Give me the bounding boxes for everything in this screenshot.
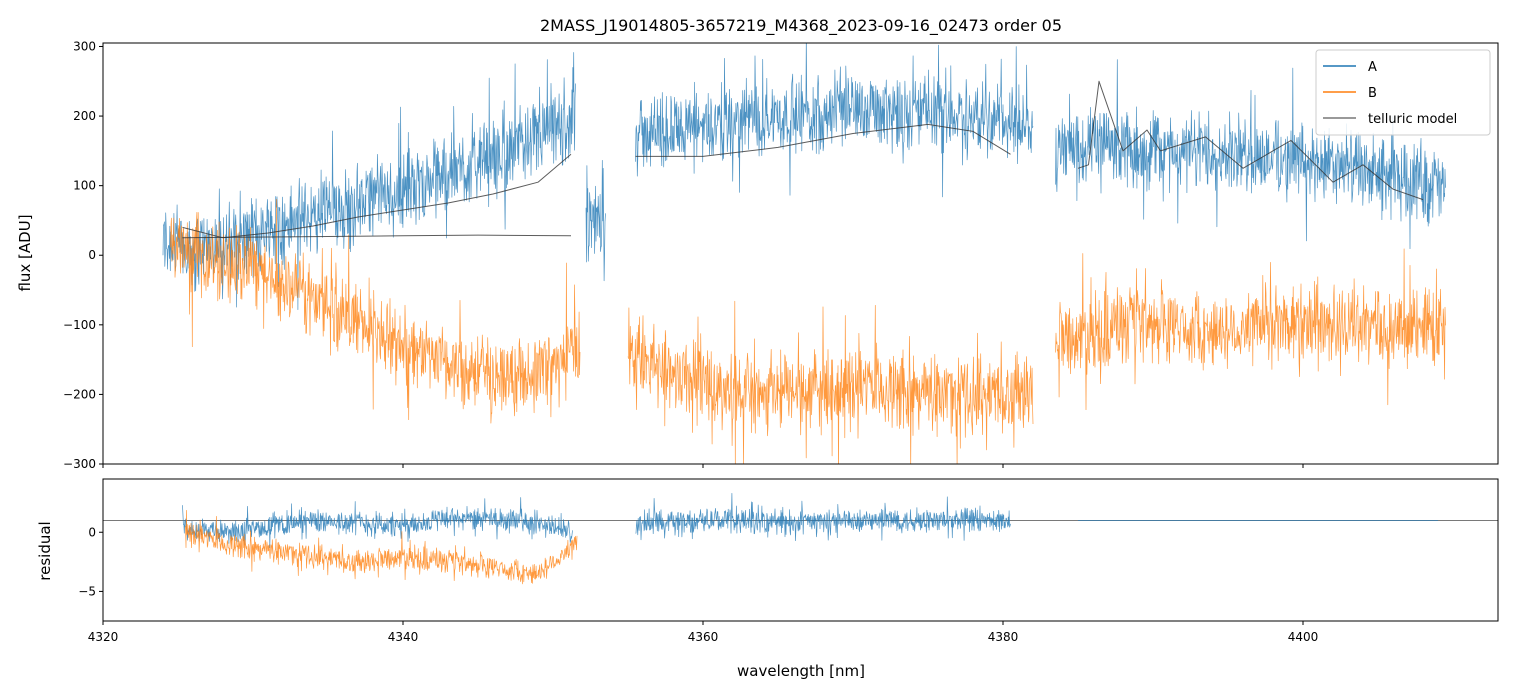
top-y-ticks: −300 −200 −100 0 100 200 300 bbox=[63, 39, 103, 471]
bottom-xtick-label-4: 4400 bbox=[1288, 630, 1319, 644]
top-plot-area bbox=[103, 43, 1498, 464]
bottom-series-a-segment-1 bbox=[635, 493, 1011, 542]
top-series-a-segment-2 bbox=[635, 43, 1034, 198]
bottom-ytick-label-1: 0 bbox=[88, 525, 96, 539]
legend-box bbox=[1315, 49, 1491, 136]
bottom-xtick-label-1: 4340 bbox=[388, 630, 419, 644]
top-series-b-segment-1 bbox=[627, 300, 1034, 464]
top-ytick-label-5: 200 bbox=[73, 109, 96, 123]
bottom-series-a-segment-0 bbox=[182, 497, 573, 548]
bottom-y-axis-label: residual bbox=[36, 521, 54, 580]
legend-label-b: B bbox=[1368, 86, 1377, 101]
top-series-telluric-model-segment-3 bbox=[1077, 80, 1424, 201]
top-series-a-segment-1 bbox=[585, 159, 606, 282]
top-ytick-label-4: 100 bbox=[73, 179, 96, 193]
chart-title: 2MASS_J19014805-3657219_M4368_2023-09-16… bbox=[540, 16, 1062, 36]
bottom-series-group bbox=[182, 493, 1438, 585]
bottom-xtick-label-2: 4360 bbox=[688, 630, 719, 644]
bottom-y-ticks: −5 0 bbox=[78, 525, 103, 598]
bottom-xtick-label-0: 4320 bbox=[88, 630, 119, 644]
top-frame bbox=[102, 42, 1499, 465]
bottom-xtick-label-3: 4380 bbox=[988, 630, 1019, 644]
top-y-axis-label: flux [ADU] bbox=[16, 214, 34, 291]
top-ytick-label-1: −200 bbox=[63, 387, 96, 401]
x-axis-label: wavelength [nm] bbox=[737, 662, 865, 680]
legend-label-telluric: telluric model bbox=[1368, 112, 1457, 127]
bottom-panel: −5 0 4320 4340 4360 4380 4400 residual wavele… bbox=[36, 478, 1499, 680]
top-series-a-segment-3 bbox=[1055, 59, 1446, 250]
top-series-group bbox=[162, 43, 1446, 464]
top-x-ticks bbox=[102, 464, 1304, 468]
legend: A B telluric model bbox=[1315, 49, 1491, 136]
top-series-telluric-model-segment-2 bbox=[635, 123, 1011, 157]
top-ytick-label-3: 0 bbox=[88, 248, 96, 262]
bottom-x-ticks: 4320 4340 4360 4380 4400 bbox=[88, 621, 1319, 644]
bottom-plot-area bbox=[103, 479, 1498, 621]
top-panel: −300 −200 −100 0 100 200 300 flux [ADU] A B te… bbox=[16, 39, 1499, 471]
top-ytick-label-6: 300 bbox=[73, 39, 96, 53]
top-ytick-label-0: −300 bbox=[63, 457, 96, 471]
top-series-telluric-model-segment-1 bbox=[182, 234, 572, 239]
top-series-b-segment-2 bbox=[1055, 248, 1446, 411]
bottom-ytick-label-0: −5 bbox=[78, 584, 96, 598]
top-ytick-label-2: −100 bbox=[63, 318, 96, 332]
bottom-series-b-segment-0 bbox=[185, 509, 578, 585]
top-series-telluric-model-segment-0 bbox=[182, 153, 572, 239]
bottom-frame bbox=[102, 478, 1499, 622]
legend-label-a: A bbox=[1368, 60, 1377, 75]
